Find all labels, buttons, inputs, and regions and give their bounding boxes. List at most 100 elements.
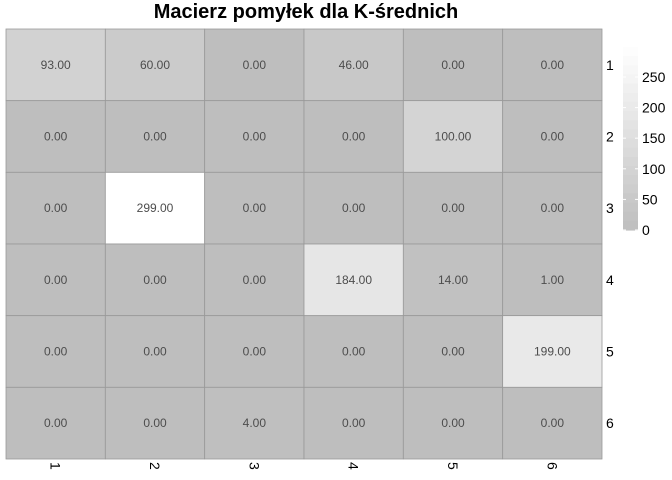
cell-value-label-r6-c2: 0.00: [143, 416, 167, 430]
legend-colorbar-segment: [623, 165, 638, 176]
legend-colorbar-segment: [623, 83, 638, 94]
legend-colorbar-segment: [623, 47, 638, 57]
legend-colorbar-segment: [623, 111, 638, 121]
cell-value-label-r1-c6: 0.00: [541, 58, 565, 72]
cell-value-label-r6-c3: 4.00: [243, 416, 267, 430]
cell-value-label-r2-c3: 0.00: [243, 130, 267, 144]
legend-colorbar-segment: [623, 184, 638, 194]
cell-value-label-r3-c1: 0.00: [44, 201, 68, 215]
heatmap-cell-r5-c1: [5, 315, 106, 388]
cell-value-label-r3-c6: 0.00: [541, 201, 565, 215]
legend-tick-label-250: 250: [642, 69, 666, 85]
legend-colorbar-segment: [623, 147, 638, 158]
cell-value-label-r4-c1: 0.00: [44, 273, 68, 287]
cell-value-label-r4-c4: 184.00: [335, 273, 372, 287]
cell-value-label-r6-c5: 0.00: [441, 416, 465, 430]
heatmap-cell-r2-c5: [402, 100, 504, 173]
heatmap-cell-r2-c3: [204, 100, 305, 173]
cell-value-label-r5-c3: 0.00: [243, 345, 267, 359]
cell-value-label-r5-c6: 199.00: [534, 345, 571, 359]
legend-colorbar-segment: [623, 138, 638, 149]
heatmap-cell-r3-c6: [502, 171, 603, 245]
heatmap-cell-r5-c3: [204, 315, 305, 388]
legend-colorbar-segment: [623, 156, 638, 167]
x-tick-label-4: 4: [346, 462, 362, 470]
cell-value-label-r4-c6: 1.00: [541, 273, 565, 287]
x-tick-label-2: 2: [147, 462, 163, 470]
heatmap-cell-r3-c3: [204, 171, 305, 245]
legend-colorbar-segment: [623, 202, 638, 213]
heatmap-cell-r3-c2: [104, 171, 206, 245]
y-tick-label-2: 2: [606, 129, 614, 145]
heatmap-cell-r6-c4: [303, 386, 404, 460]
heatmap-cell-r2-c2: [104, 100, 206, 173]
cell-value-label-r3-c5: 0.00: [441, 201, 465, 215]
legend-colorbar-segment: [623, 193, 638, 204]
heatmap-cell-r2-c1: [5, 100, 106, 173]
legend-colorbar-segment: [623, 101, 638, 112]
heatmap-cell-r6-c5: [402, 386, 504, 460]
heatmap-cell-r6-c1: [5, 386, 106, 460]
legend-tick-label-100: 100: [642, 161, 666, 177]
x-tick-label-1: 1: [48, 462, 64, 470]
heatmap-cell-r4-c1: [5, 243, 106, 317]
legend-tick-label-150: 150: [642, 130, 666, 146]
cell-value-label-r5-c1: 0.00: [44, 345, 68, 359]
cell-value-label-r2-c5: 100.00: [435, 130, 472, 144]
legend-tick-label-0: 0: [642, 222, 650, 238]
cell-value-label-r1-c4: 46.00: [339, 58, 369, 72]
cell-value-label-r2-c2: 0.00: [143, 130, 167, 144]
heatmap-cell-r1-c4: [303, 28, 404, 102]
legend-colorbar-segment: [623, 129, 638, 140]
x-tick-label-5: 5: [445, 462, 461, 470]
cell-value-label-r1-c1: 93.00: [41, 58, 71, 72]
heatmap-cell-r4-c3: [204, 243, 305, 317]
legend-colorbar-segment: [623, 220, 638, 231]
y-tick-label-3: 3: [606, 200, 614, 216]
legend-colorbar-segment: [623, 92, 638, 103]
legend-colorbar-segment: [623, 211, 638, 222]
legend-tick-label-200: 200: [642, 100, 666, 116]
heatmap-cell-r5-c4: [303, 315, 404, 388]
cell-value-label-r1-c5: 0.00: [441, 58, 465, 72]
cell-value-label-r5-c2: 0.00: [143, 345, 167, 359]
legend-colorbar-segment: [623, 175, 638, 185]
cell-value-label-r3-c3: 0.00: [243, 201, 267, 215]
cell-value-label-r2-c6: 0.00: [541, 130, 565, 144]
legend-colorbar-segment: [623, 56, 638, 66]
heatmap-cell-r4-c4: [303, 243, 404, 317]
x-tick-label-6: 6: [544, 462, 560, 470]
cell-value-label-r4-c3: 0.00: [243, 273, 267, 287]
y-tick-label-6: 6: [606, 415, 614, 431]
heatmap-cell-r1-c5: [402, 28, 504, 102]
cell-value-label-r6-c1: 0.00: [44, 416, 68, 430]
heatmap-cell-r6-c6: [502, 386, 603, 460]
x-tick-label-3: 3: [246, 462, 262, 470]
heatmap-cell-r2-c6: [502, 100, 603, 173]
heatmap-cell-r5-c2: [104, 315, 206, 388]
y-tick-label-5: 5: [606, 344, 614, 360]
cell-value-label-r4-c2: 0.00: [143, 273, 167, 287]
cell-value-label-r2-c1: 0.00: [44, 130, 68, 144]
y-tick-label-4: 4: [606, 272, 614, 288]
cell-value-label-r6-c6: 0.00: [541, 416, 565, 430]
heatmap-cell-r6-c3: [204, 386, 305, 460]
cell-value-label-r4-c5: 14.00: [438, 273, 468, 287]
y-tick-label-1: 1: [606, 57, 614, 73]
cell-value-label-r2-c4: 0.00: [342, 130, 366, 144]
heatmap-cell-r3-c1: [5, 171, 106, 245]
heatmap-cell-r1-c6: [502, 28, 603, 102]
legend-colorbar-segment: [623, 74, 638, 85]
heatmap-cell-r5-c5: [402, 315, 504, 388]
heatmap-cell-r4-c6: [502, 243, 603, 317]
legend-tick-label-50: 50: [642, 191, 658, 207]
cell-value-label-r5-c5: 0.00: [441, 345, 465, 359]
chart-title: Macierz pomyłek dla K-średnich: [153, 1, 459, 23]
cell-value-label-r5-c4: 0.00: [342, 345, 366, 359]
cell-value-label-r1-c3: 0.00: [243, 58, 267, 72]
cell-value-label-r6-c4: 0.00: [342, 416, 366, 430]
cell-value-label-r3-c2: 299.00: [137, 201, 174, 215]
cell-value-label-r1-c2: 60.00: [140, 58, 170, 72]
cell-value-label-r3-c4: 0.00: [342, 201, 366, 215]
